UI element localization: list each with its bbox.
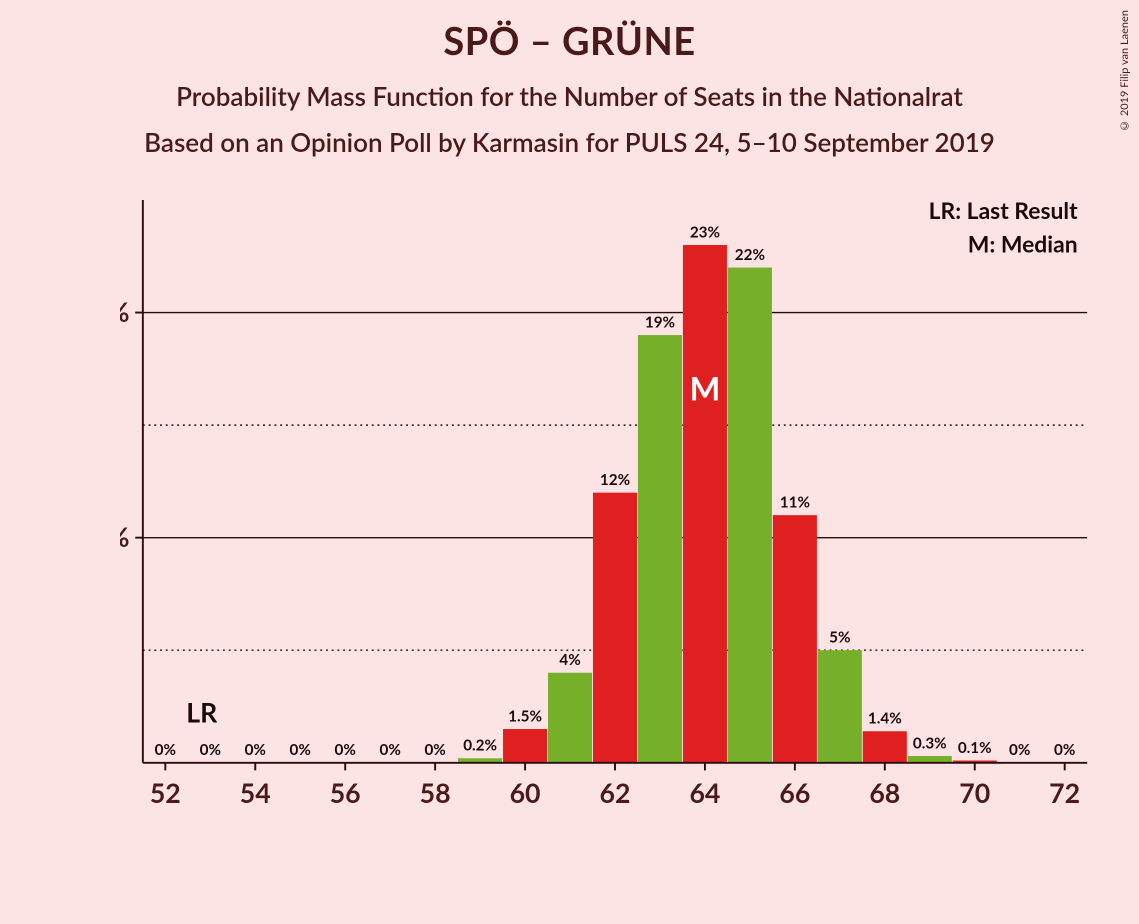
bar-value-label: 0.2% bbox=[463, 737, 497, 755]
bar-value-label: 0% bbox=[335, 741, 356, 759]
bar-value-label: 1.5% bbox=[508, 707, 542, 725]
bar-value-label: 23% bbox=[690, 223, 720, 241]
copyright-text: © 2019 Filip van Laenen bbox=[1118, 10, 1131, 132]
bar-value-label: 0% bbox=[1054, 741, 1075, 759]
x-tick-label: 72 bbox=[1049, 777, 1080, 809]
bar-value-label: 1.4% bbox=[868, 710, 902, 728]
bar bbox=[548, 673, 592, 763]
bar bbox=[908, 756, 952, 763]
x-tick-label: 54 bbox=[240, 777, 271, 809]
bar bbox=[593, 493, 637, 763]
bar-value-label: 0% bbox=[245, 741, 266, 759]
bar-value-label: 22% bbox=[735, 246, 765, 264]
bar-value-label: 0% bbox=[424, 741, 445, 759]
x-tick-label: 60 bbox=[510, 777, 541, 809]
lr-marker: LR bbox=[186, 697, 218, 729]
bar-value-label: 0% bbox=[379, 741, 400, 759]
x-tick-label: 56 bbox=[330, 777, 361, 809]
bar-value-label: 4% bbox=[559, 651, 580, 669]
bar-value-label: 0% bbox=[155, 741, 176, 759]
bar-value-label: 19% bbox=[645, 313, 675, 331]
legend-m: M: Median bbox=[968, 229, 1078, 257]
bar-value-label: 12% bbox=[600, 471, 630, 489]
x-tick-label: 64 bbox=[689, 777, 720, 809]
y-tick-label: 10% bbox=[120, 521, 129, 553]
bar bbox=[503, 729, 547, 763]
bar bbox=[773, 515, 817, 763]
legend-lr: LR: Last Result bbox=[929, 200, 1078, 224]
median-marker: M bbox=[690, 368, 721, 407]
bar-value-label: 11% bbox=[780, 494, 810, 512]
bar bbox=[818, 650, 862, 763]
x-tick-label: 62 bbox=[600, 777, 631, 809]
bar-value-label: 0% bbox=[290, 741, 311, 759]
bar-value-label: 0% bbox=[1009, 741, 1030, 759]
pmf-chart: 52 54 56 58 60 62 64 66 68 70 72 10% 20% 0% 0% 0% 0% 0%… bbox=[120, 200, 1110, 820]
x-tick-label: 68 bbox=[869, 777, 900, 809]
x-tick-label: 58 bbox=[420, 777, 451, 809]
y-tick-label: 20% bbox=[120, 296, 129, 328]
bar bbox=[728, 268, 772, 763]
bar bbox=[638, 335, 682, 763]
bar-value-label: 0% bbox=[200, 741, 221, 759]
x-tick-label: 52 bbox=[150, 777, 181, 809]
bar-value-label: 5% bbox=[829, 629, 850, 647]
bar-value-label: 0.3% bbox=[913, 734, 947, 752]
x-tick-label: 70 bbox=[959, 777, 990, 809]
bar bbox=[863, 731, 907, 763]
bar-value-label: 0.1% bbox=[958, 739, 992, 757]
bar bbox=[683, 245, 727, 763]
chart-subtitle-1: Probability Mass Function for the Number… bbox=[0, 64, 1139, 112]
chart-title: SPÖ – GRÜNE bbox=[0, 0, 1139, 64]
chart-subtitle-2: Based on an Opinion Poll by Karmasin for… bbox=[0, 112, 1139, 158]
x-tick-label: 66 bbox=[779, 777, 810, 809]
